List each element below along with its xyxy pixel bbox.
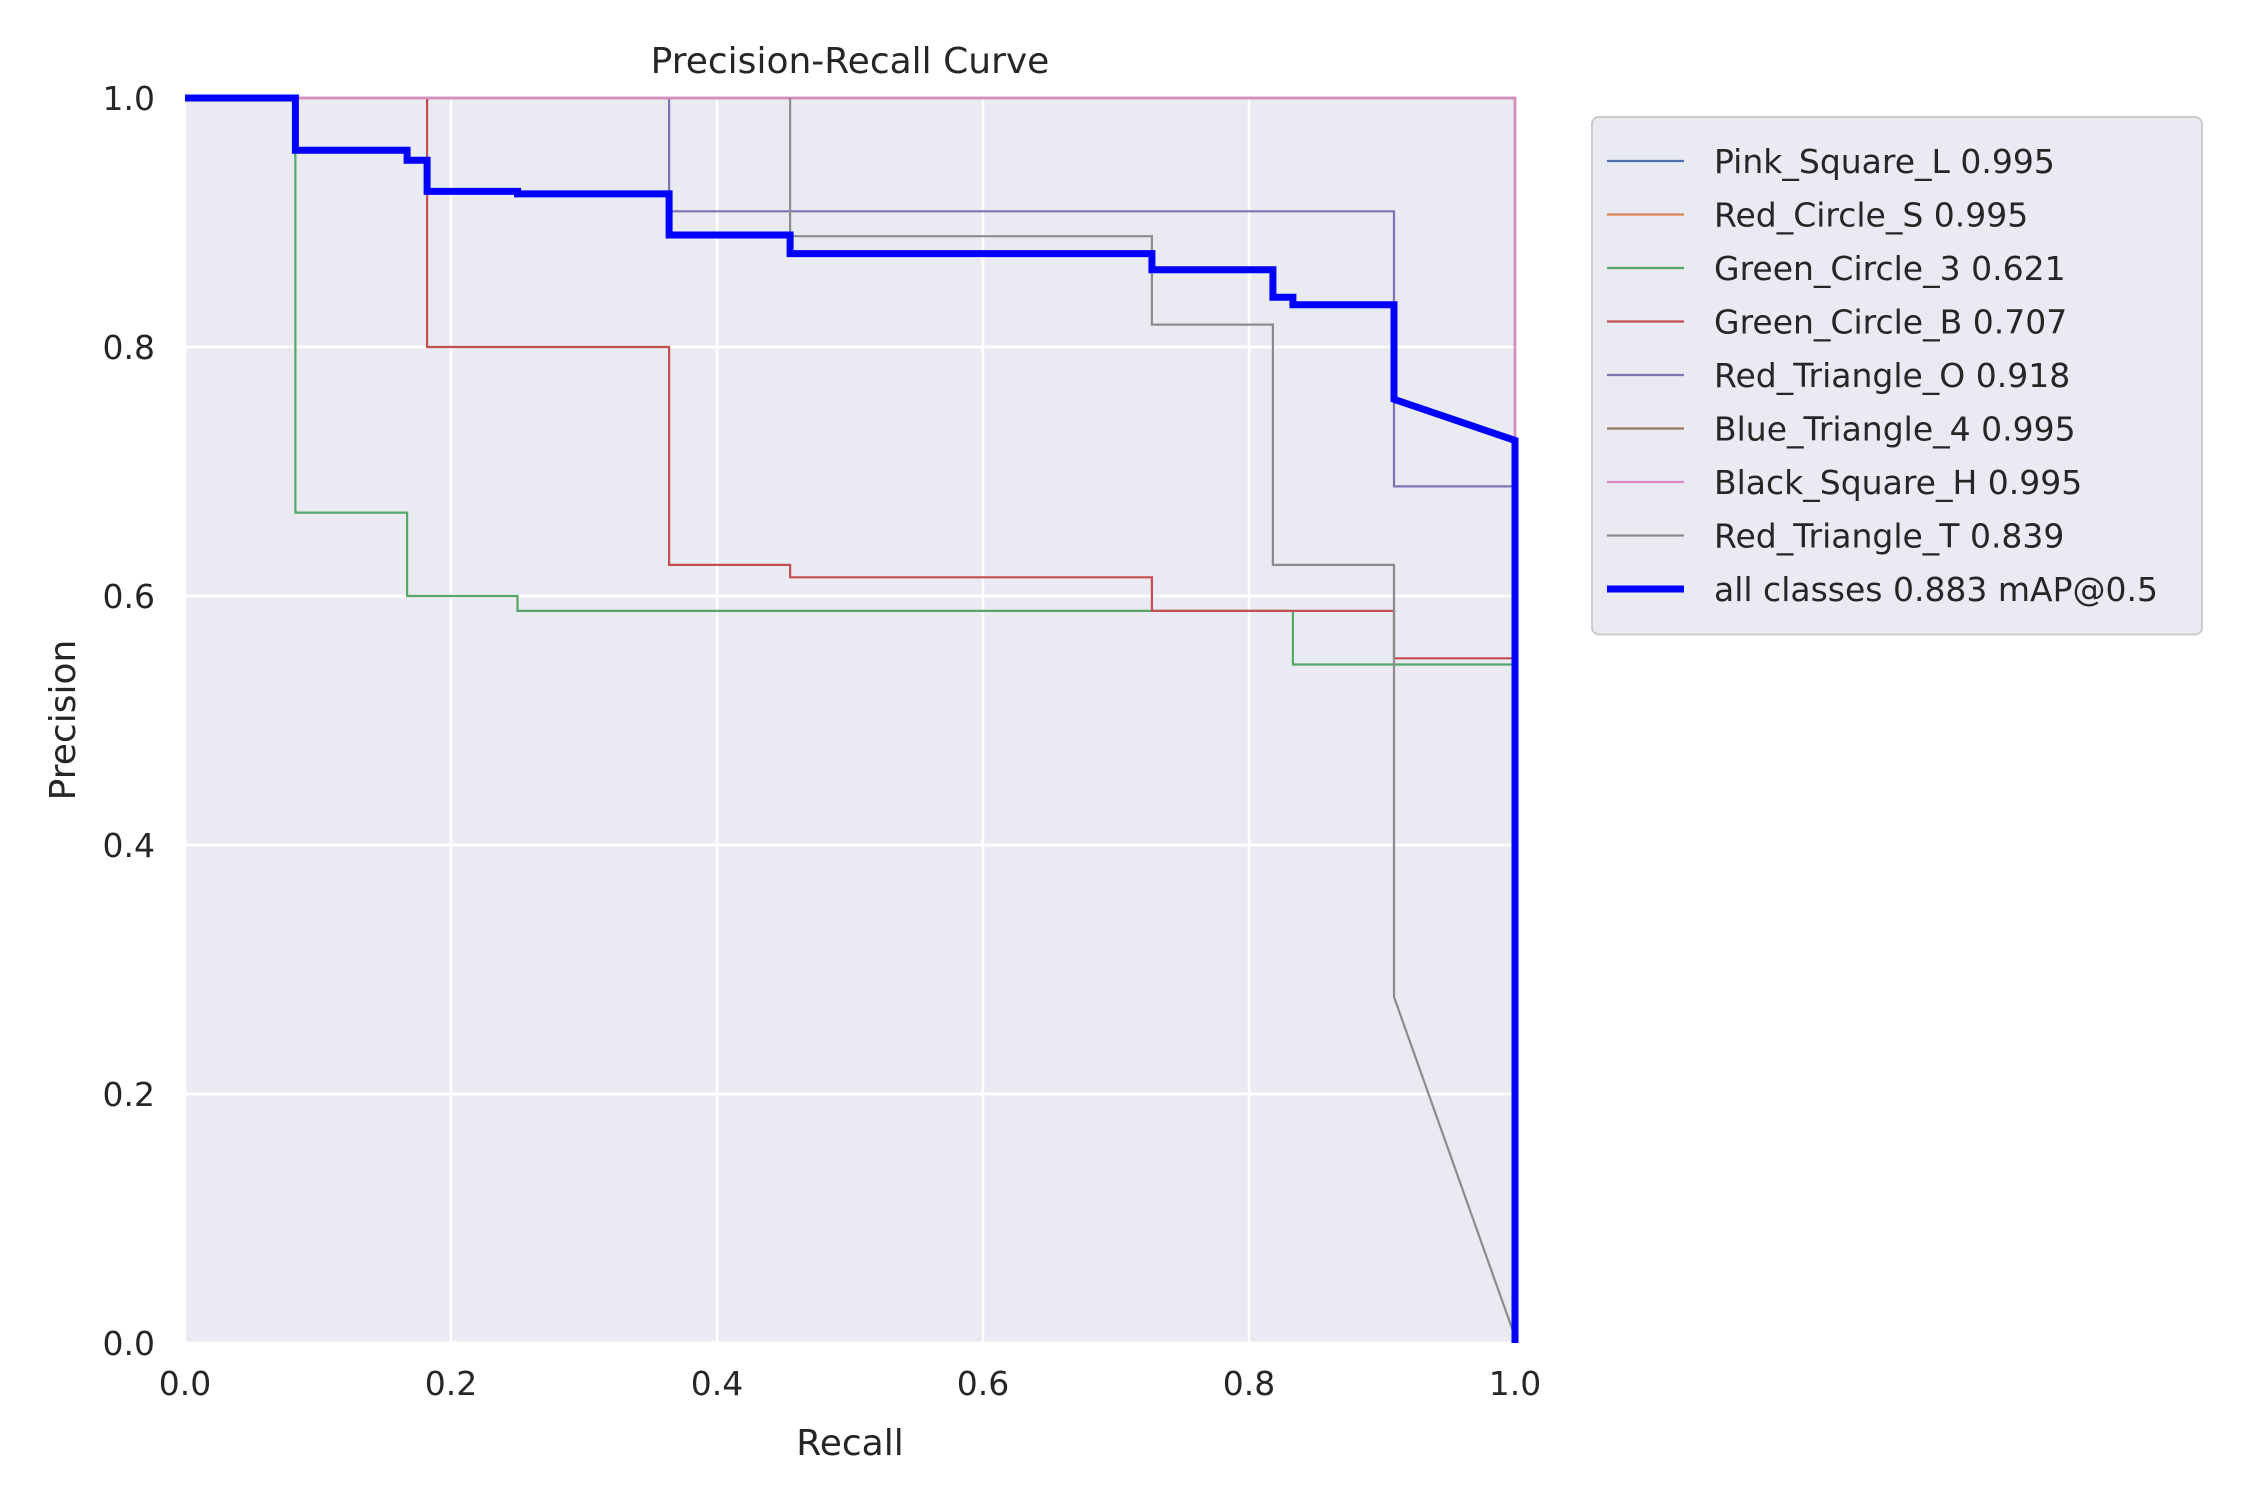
series-line — [185, 94, 1519, 1343]
legend-label: Red_Triangle_O 0.918 — [1714, 356, 2070, 395]
chart-title: Precision-Recall Curve — [651, 41, 1050, 82]
plot-area-background — [185, 98, 1515, 1343]
legend-label: Green_Circle_3 0.621 — [1714, 249, 2066, 288]
series-line — [426, 98, 1517, 1343]
x-tick-label: 0.2 — [425, 1364, 477, 1403]
legend-label: all classes 0.883 mAP@0.5 — [1714, 570, 2158, 609]
y-tick-label: 0.2 — [103, 1075, 155, 1114]
legend-box — [1591, 116, 2203, 636]
x-tick-label: 0.4 — [691, 1364, 743, 1403]
y-tick-label: 1.0 — [103, 79, 155, 118]
legend-label: Red_Triangle_T 0.839 — [1714, 517, 2064, 556]
legend-label: Blue_Triangle_4 0.995 — [1714, 410, 2076, 449]
legend-label: Green_Circle_B 0.707 — [1714, 303, 2067, 342]
series-line — [789, 98, 1517, 1338]
y-tick-label: 0.6 — [103, 577, 155, 616]
x-tick-label: 0.8 — [1223, 1364, 1275, 1403]
x-axis-label: Recall — [796, 1423, 903, 1464]
y-axis-label: Precision — [43, 640, 84, 801]
tick-labels: 0.0 0.2 0.4 0.6 0.8 1.0 0.0 0.2 0.4 0.6 0.8 1.0 — [103, 79, 1542, 1403]
y-tick-label: 0.8 — [103, 328, 155, 367]
x-tick-label: 1.0 — [1489, 1364, 1541, 1403]
legend-label: Black_Square_H 0.995 — [1714, 463, 2082, 502]
series-line — [185, 96, 1517, 1343]
y-tick-label: 0.4 — [103, 826, 155, 865]
x-tick-label: 0.0 — [159, 1364, 211, 1403]
x-tick-label: 0.6 — [957, 1364, 1009, 1403]
legend-label: Red_Circle_S 0.995 — [1714, 196, 2028, 235]
legend-label: Pink_Square_L 0.995 — [1714, 142, 2055, 181]
series-lines — [185, 94, 1519, 1343]
legend: Pink_Square_L 0.995 Red_Circle_S 0.995 Gre… — [1591, 116, 2203, 636]
y-tick-label: 0.0 — [103, 1324, 155, 1363]
